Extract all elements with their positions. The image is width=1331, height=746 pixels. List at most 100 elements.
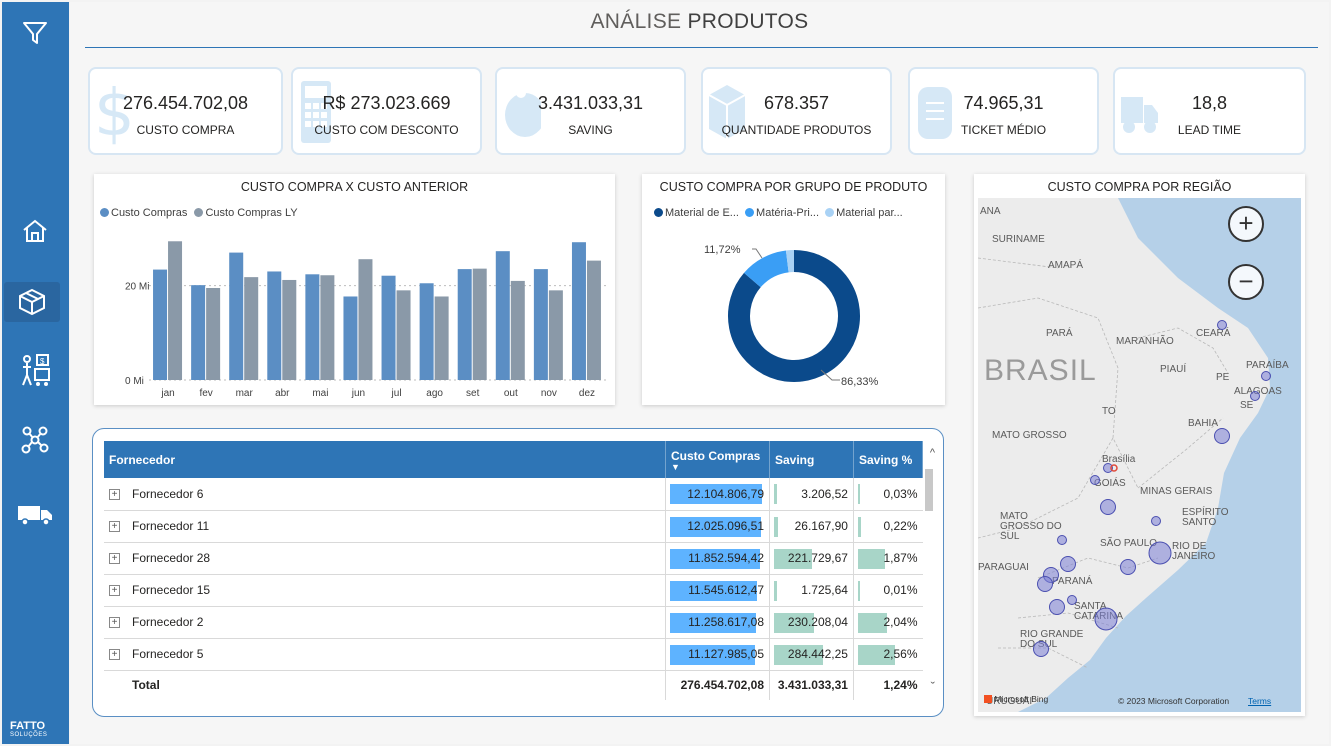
table-row[interactable]: + Fornecedor 15 11.545.612,47 1.725,64 0,01% — [104, 574, 923, 607]
kpi-label: CUSTO COM DESCONTO — [314, 123, 459, 137]
x-tick-label: abr — [275, 388, 290, 399]
legend-item: Custo Compras LY — [205, 207, 298, 219]
legend-item: Material de E... — [665, 207, 739, 219]
table-row[interactable]: + Fornecedor 2 11.258.617,08 230.208,04 2,04… — [104, 606, 923, 639]
zoom-out-button[interactable]: − — [1228, 264, 1264, 300]
leader-line — [752, 248, 763, 259]
saving-bar — [774, 548, 812, 569]
x-tick-label: nov — [541, 388, 557, 399]
map-bubble — [1214, 428, 1230, 444]
bar-ago-current — [419, 283, 434, 380]
map-label: MATO GROSSO DO SUL — [1000, 511, 1062, 542]
kpi-label: TICKET MÉDIO — [960, 123, 1047, 137]
bar-jul-current — [381, 275, 396, 380]
table-row[interactable]: + Fornecedor 6 12.104.806,79 3.206,52 0,03% — [104, 478, 923, 511]
saving-pct-cell: 2,56% — [852, 638, 923, 671]
map-label: BAHIA — [1188, 418, 1219, 429]
expand-icon[interactable]: + — [109, 489, 120, 501]
saving-cell: 221.729,67 — [769, 542, 854, 575]
expand-icon[interactable]: + — [109, 649, 120, 661]
table-row[interactable]: + Fornecedor 28 11.852.594,42 221.729,67 1,8… — [104, 542, 923, 575]
supplier-table: Fornecedor Custo Compras ▼ Saving Saving… — [92, 428, 944, 717]
saving-bar — [774, 484, 777, 504]
cost-cell: 11.852.594,42 — [665, 542, 770, 575]
column-header-saving-pct[interactable]: Saving % — [853, 441, 924, 478]
bar-set-current — [457, 269, 472, 380]
map-label: AMAPÁ — [1048, 260, 1084, 271]
map-bubbles[interactable] — [978, 198, 1301, 712]
report-canvas: ANÁLISE PRODUTOS $ 276.454.702,08 CUSTO … — [70, 2, 1329, 744]
chart-legend[interactable]: Material de E... Matéria-Pri... Material… — [654, 207, 903, 219]
map-label: PE — [1216, 372, 1230, 383]
map-bubble — [1120, 559, 1136, 575]
saving-bar — [774, 516, 778, 537]
supplier-cell: + Fornecedor 6 — [104, 478, 666, 511]
bar-chart[interactable]: 0 Mi 20 Mi jan fev mar abr mai jun jul ago set out n… — [94, 174, 615, 405]
truck-icon[interactable] — [16, 498, 54, 532]
cost-bar — [670, 644, 756, 665]
saving-pct-cell: 2,04% — [852, 606, 923, 639]
map-label: ESPÍRITO SANTO — [1182, 507, 1229, 528]
bar-out-ly — [510, 280, 525, 380]
chart-legend[interactable]: Custo Compras Custo Compras LY — [100, 207, 298, 219]
bar-mai-current — [305, 274, 320, 380]
filter-icon[interactable] — [16, 16, 54, 50]
map-label: SURINAME — [992, 234, 1045, 245]
column-header-fornecedor[interactable]: Fornecedor — [104, 441, 667, 478]
map-bubble — [1217, 320, 1227, 330]
bar-abr-ly — [282, 279, 297, 380]
region-map[interactable]: ANA SURINAME AMAPÁ PARÁ MARANHÃO CEARÁ P… — [978, 198, 1301, 712]
expand-icon[interactable]: + — [109, 617, 120, 629]
box-icon[interactable] — [4, 282, 60, 322]
table-scrollbar[interactable] — [925, 469, 933, 511]
table-row[interactable]: + Fornecedor 11 12.025.096,51 26.167,90 0,22… — [104, 510, 923, 543]
map-label: MINAS GERAIS — [1140, 486, 1213, 497]
map-bubble — [1057, 535, 1067, 545]
donut-chart[interactable]: 86,33% 11,72% — [642, 174, 945, 405]
saving-pct-cell: 0,03% — [852, 478, 923, 511]
svg-text:$: $ — [94, 77, 134, 147]
x-tick-label: dez — [579, 388, 595, 399]
network-icon[interactable] — [16, 422, 54, 456]
piggy-bank-icon — [505, 88, 541, 137]
expand-icon[interactable]: + — [109, 521, 120, 533]
cost-bar — [670, 516, 762, 537]
legend-item: Matéria-Pri... — [756, 207, 820, 219]
saving-cell: 3.206,52 — [769, 478, 854, 511]
kpi-value: 3.431.033,31 — [537, 93, 644, 113]
saving-pct-cell: 0,22% — [852, 510, 923, 543]
scroll-up-icon[interactable]: ^ — [929, 447, 935, 459]
table-grid: Fornecedor Custo Compras ▼ Saving Saving… — [104, 441, 924, 700]
capital-marker-icon — [1110, 464, 1118, 472]
kpi-label: CUSTO COMPRA — [136, 123, 235, 137]
saving-pct-bar — [857, 484, 860, 504]
scroll-down-icon[interactable]: ˇ — [930, 679, 935, 694]
cost-cell: 12.104.806,79 — [665, 478, 770, 511]
expand-icon[interactable]: + — [109, 553, 120, 565]
home-icon[interactable] — [16, 214, 54, 248]
kpi-value: 18,8 — [1191, 93, 1228, 113]
map-label: SÃO PAULO — [1100, 538, 1158, 549]
worker-cart-icon[interactable]: $ — [16, 354, 54, 388]
bar-mar-current — [229, 252, 244, 380]
saving-bar — [774, 644, 823, 665]
map-bubble — [1037, 576, 1053, 592]
kpi-saving: 3.431.033,31 SAVING — [495, 67, 686, 155]
map-label: RIO DE JANEIRO — [1172, 541, 1216, 562]
cost-bar — [670, 484, 763, 504]
map-terms-link[interactable]: Terms — [1248, 696, 1272, 706]
column-header-saving[interactable]: Saving — [769, 441, 854, 478]
svg-text:$: $ — [40, 357, 45, 366]
table-row[interactable]: + Fornecedor 5 11.127.985,05 284.442,25 2,56… — [104, 638, 923, 671]
x-tick-label: fev — [199, 388, 212, 399]
map-label: ANA — [980, 206, 1001, 217]
bar-jun-ly — [358, 259, 373, 380]
expand-icon[interactable]: + — [109, 585, 120, 597]
column-header-custo-compras[interactable]: Custo Compras ▼ — [665, 441, 770, 478]
x-tick-label: ago — [426, 388, 443, 399]
zoom-in-button[interactable]: + — [1228, 206, 1264, 242]
dollar-icon: $ — [94, 77, 134, 147]
map-label: MATO GROSSO — [992, 430, 1067, 441]
legend-item: Material par... — [836, 207, 903, 219]
saving-cell: 1.725,64 — [769, 574, 854, 607]
